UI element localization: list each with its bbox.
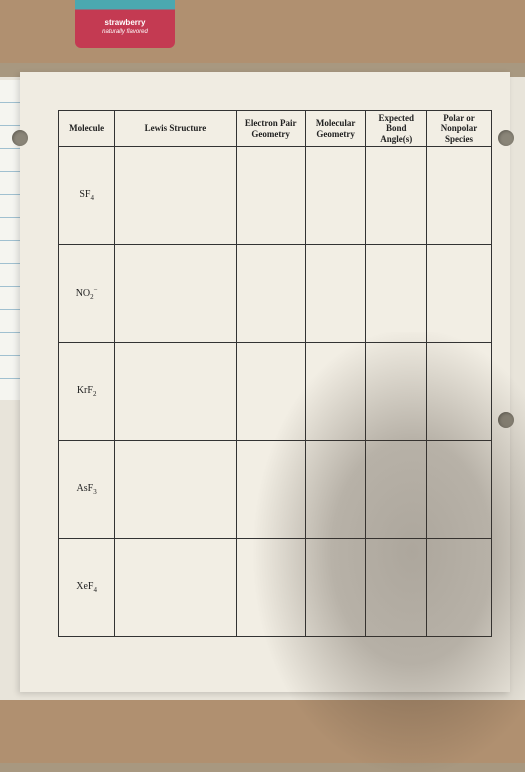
empty-cell <box>366 539 427 637</box>
col-lewis: Lewis Structure <box>115 111 236 147</box>
empty-cell <box>115 343 236 441</box>
molecule-cell: XeF4 <box>59 539 115 637</box>
empty-cell <box>305 245 366 343</box>
col-epair: Electron Pair Geometry <box>236 111 305 147</box>
molecule-formula: AsF3 <box>77 483 97 494</box>
molecule-formula: KrF2 <box>77 385 97 396</box>
molecule-cell: SF4 <box>59 147 115 245</box>
binder-hole <box>498 412 514 428</box>
binder-hole <box>12 130 28 146</box>
empty-cell <box>305 539 366 637</box>
table-row: NO2− <box>59 245 492 343</box>
empty-cell <box>427 245 492 343</box>
molecule-cell: NO2− <box>59 245 115 343</box>
empty-cell <box>305 441 366 539</box>
empty-cell <box>427 343 492 441</box>
molecule-formula: NO2− <box>76 288 98 299</box>
empty-cell <box>236 539 305 637</box>
empty-cell <box>236 245 305 343</box>
col-bondangle: Expected Bond Angle(s) <box>366 111 427 147</box>
table-row: XeF4 <box>59 539 492 637</box>
header-row: Molecule Lewis Structure Electron Pair G… <box>59 111 492 147</box>
molecule-cell: KrF2 <box>59 343 115 441</box>
empty-cell <box>236 147 305 245</box>
table-row: KrF2 <box>59 343 492 441</box>
col-molgeom: Molecular Geometry <box>305 111 366 147</box>
col-polar: Polar or Nonpolar Species <box>427 111 492 147</box>
empty-cell <box>115 147 236 245</box>
empty-cell <box>305 343 366 441</box>
empty-cell <box>236 343 305 441</box>
worksheet-page: Molecule Lewis Structure Electron Pair G… <box>20 72 510 692</box>
col-molecule: Molecule <box>59 111 115 147</box>
empty-cell <box>427 147 492 245</box>
table-row: AsF3 <box>59 441 492 539</box>
molecule-formula: XeF4 <box>76 581 97 592</box>
package-subtext: naturally flavored <box>75 29 175 35</box>
empty-cell <box>427 441 492 539</box>
molecule-cell: AsF3 <box>59 441 115 539</box>
empty-cell <box>115 441 236 539</box>
empty-cell <box>115 539 236 637</box>
empty-cell <box>305 147 366 245</box>
molecule-formula: SF4 <box>79 189 94 200</box>
table-row: SF4 <box>59 147 492 245</box>
binder-hole <box>498 130 514 146</box>
empty-cell <box>427 539 492 637</box>
snack-package: strawberry naturally flavored <box>75 0 175 48</box>
empty-cell <box>366 441 427 539</box>
empty-cell <box>366 343 427 441</box>
empty-cell <box>366 147 427 245</box>
empty-cell <box>115 245 236 343</box>
empty-cell <box>236 441 305 539</box>
empty-cell <box>366 245 427 343</box>
chemistry-table: Molecule Lewis Structure Electron Pair G… <box>58 110 492 637</box>
package-flavor: strawberry <box>75 18 175 27</box>
